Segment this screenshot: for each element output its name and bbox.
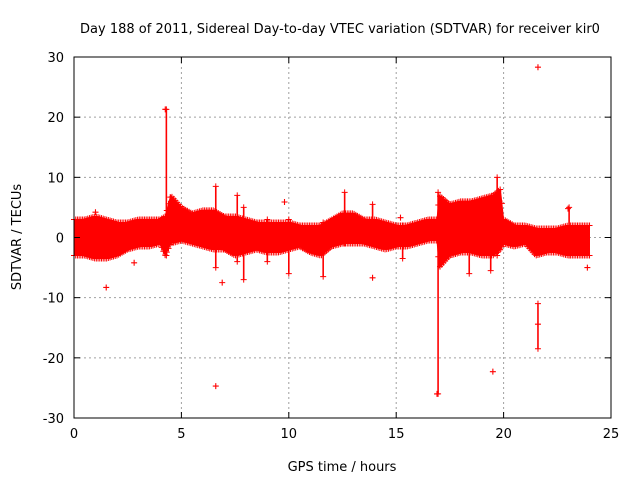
outlier-point [434, 390, 441, 397]
x-tick-label: 25 [603, 427, 620, 442]
outlier-point [281, 199, 288, 206]
band-edge-marker [158, 244, 165, 251]
spike-end-marker [320, 273, 327, 280]
y-tick-label: 30 [47, 51, 64, 66]
outlier-point [534, 64, 541, 71]
y-axis-label: SDTVAR / TECUs [10, 184, 25, 291]
y-tick-label: -20 [43, 352, 64, 367]
spike-end-marker [566, 252, 573, 259]
x-tick-label: 10 [281, 427, 298, 442]
spike-end-marker [264, 258, 271, 265]
x-axis-label: GPS time / hours [288, 460, 397, 475]
spike-end-marker [285, 216, 292, 223]
band-edge-marker [586, 222, 593, 229]
outlier-point [534, 321, 541, 328]
spike-end-marker [163, 252, 170, 259]
spike-end-marker [240, 276, 247, 283]
outlier-point [584, 264, 591, 271]
spike-end-marker [341, 189, 348, 196]
band-edge-marker [586, 252, 593, 259]
spike-end-marker [369, 240, 376, 247]
data-series [71, 64, 593, 397]
outlier-point [212, 383, 219, 390]
x-tick-label: 0 [70, 427, 78, 442]
spike-end-marker [341, 240, 348, 247]
outlier-point [489, 368, 496, 375]
y-tick-label: -10 [43, 292, 64, 307]
outlier-point [397, 214, 404, 221]
spike-end-marker [534, 345, 541, 352]
band-edge-marker [498, 243, 505, 250]
spike-end-marker [399, 255, 406, 262]
spike-end-marker [494, 174, 501, 181]
y-tick-label: -30 [43, 412, 64, 427]
spike-end-marker [285, 270, 292, 277]
y-tick-label: 20 [47, 111, 64, 126]
spike-end-marker [566, 204, 573, 211]
spike-end-marker [234, 258, 241, 265]
spike-end-marker [487, 198, 494, 205]
spike-end-marker [369, 201, 376, 208]
outlier-point [131, 259, 138, 266]
band-edge-marker [160, 248, 167, 255]
outlier-point [103, 284, 110, 291]
outlier-point [92, 209, 99, 216]
band-edge-marker [497, 186, 504, 193]
spike-end-marker [212, 183, 219, 190]
spike-end-marker [264, 216, 271, 223]
spike-end-marker [494, 252, 501, 259]
spike-end-marker [435, 189, 442, 196]
band-edge-marker [156, 240, 163, 247]
band-edge-marker [498, 200, 505, 207]
spike-end-marker [234, 192, 241, 199]
axis-ticks: 0 5 10 15 20 25 -30 -20 -10 0 10 20 30 [43, 51, 620, 442]
outlier-point [219, 279, 226, 286]
x-tick-label: 15 [388, 427, 405, 442]
x-tick-label: 20 [495, 427, 512, 442]
spike-end-marker [487, 267, 494, 274]
spike-end-marker [466, 270, 473, 277]
outlier-point [565, 205, 572, 212]
spike-end-marker [534, 300, 541, 307]
spike-end-marker [466, 210, 473, 217]
spike-end-marker [212, 264, 219, 271]
x-tick-label: 5 [177, 427, 185, 442]
outlier-point [369, 274, 376, 281]
y-tick-label: 0 [56, 232, 64, 247]
outlier-point [162, 106, 169, 113]
spike-end-marker [320, 219, 327, 226]
y-tick-label: 10 [47, 171, 64, 186]
spike-end-marker [240, 204, 247, 211]
spike-end-marker [399, 222, 406, 229]
chart-title: Day 188 of 2011, Sidereal Day-to-day VTE… [80, 22, 600, 37]
sdtvar-band [73, 188, 590, 269]
